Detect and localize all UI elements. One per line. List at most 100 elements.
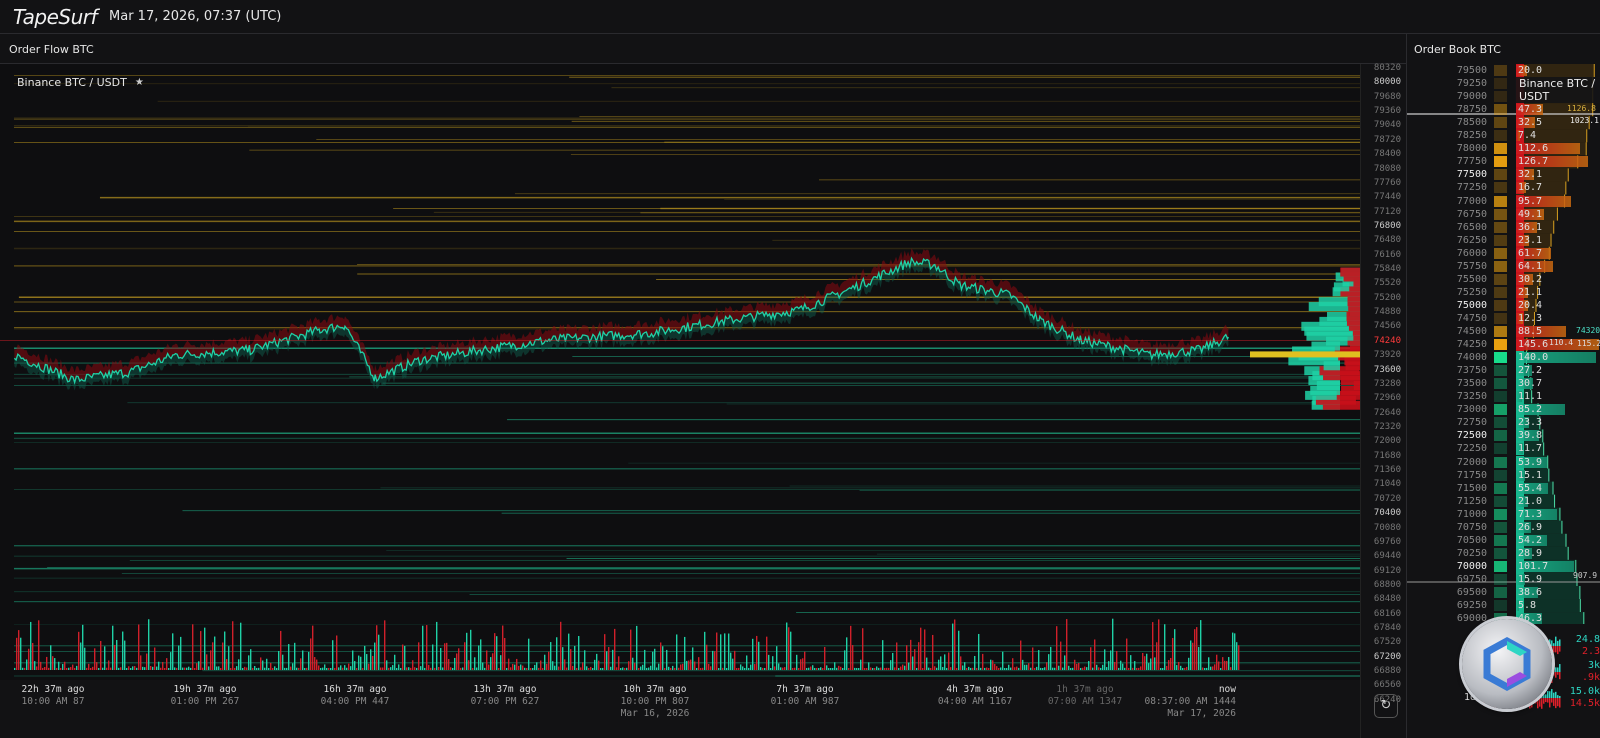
volume-bar	[630, 629, 632, 670]
chart-canvas[interactable]	[0, 64, 1394, 700]
volume-bar	[452, 667, 454, 670]
book-size: 5.8	[1518, 600, 1537, 612]
volume-bar	[410, 667, 412, 670]
bid-row[interactable]: 73750 27.2	[1407, 364, 1600, 378]
bid-row[interactable]: 70250 28.9	[1407, 546, 1600, 560]
book-heat-cell	[1494, 600, 1507, 612]
book-heat-cell	[1494, 169, 1507, 181]
volume-bar	[1132, 667, 1134, 670]
ask-row[interactable]: 78000 112.6	[1407, 142, 1600, 156]
bid-row[interactable]: 73250 11.1	[1407, 390, 1600, 404]
bid-row[interactable]: 74000 140.0	[1407, 351, 1600, 365]
bid-row[interactable]: 70750 26.9	[1407, 520, 1600, 534]
volume-bar	[14, 667, 16, 670]
bid-row[interactable]: 73500 30.7	[1407, 377, 1600, 391]
volume-bar	[382, 667, 384, 670]
sparkline-sell-bar	[1553, 646, 1555, 653]
volume-bar	[56, 667, 58, 670]
volume-bar	[798, 667, 800, 670]
book-price: 73750	[1456, 365, 1487, 377]
volume-bar	[620, 667, 622, 670]
volume-bar	[1108, 661, 1110, 670]
volume-profile-buy	[1308, 302, 1360, 312]
ask-row[interactable]: 77250 16.7	[1407, 181, 1600, 195]
volume-profile-buy	[1288, 356, 1340, 366]
volume-bar	[750, 664, 752, 670]
ask-row[interactable]: 75000 20.4	[1407, 298, 1600, 312]
bid-row[interactable]: 69250 5.8	[1407, 599, 1600, 613]
volume-bar	[174, 667, 176, 670]
time-stamp: 04:00 PM 447	[320, 696, 390, 707]
price-axis[interactable]: 80320 80000 79680 79360 79040 78720 78400 78080…	[1360, 63, 1406, 738]
volume-bar	[306, 667, 308, 670]
volume-bar	[956, 667, 958, 670]
refresh-button[interactable]: ↻	[1374, 694, 1398, 718]
volume-bar	[844, 650, 846, 670]
bid-row[interactable]: 71250 21.0	[1407, 494, 1600, 508]
volume-bar	[474, 657, 476, 670]
book-size-bar	[1516, 573, 1526, 585]
volume-bar	[684, 636, 686, 670]
bid-row[interactable]: 72000 53.9	[1407, 455, 1600, 469]
book-size: 12.3	[1518, 312, 1543, 324]
bid-row[interactable]: 71000 71.3	[1407, 507, 1600, 521]
volume-bar	[830, 667, 832, 670]
bid-row[interactable]: 72750 23.3	[1407, 416, 1600, 430]
ask-row[interactable]: 74250 145.6	[1407, 338, 1600, 352]
volume-bar	[328, 667, 330, 670]
volume-profile-buy	[1301, 321, 1360, 331]
volume-bar	[888, 667, 890, 670]
ask-row[interactable]: 74500 88.5	[1407, 325, 1600, 338]
bid-row[interactable]: 69750 15.9	[1407, 572, 1600, 586]
volume-bar	[62, 664, 64, 670]
ask-row[interactable]: 78750 47.3	[1407, 103, 1600, 117]
volume-bar	[1036, 666, 1038, 670]
volume-bar	[1154, 657, 1156, 670]
ask-row[interactable]: 76750 49.1	[1407, 207, 1600, 221]
price-axis-label: 80000	[1373, 77, 1401, 88]
ask-row[interactable]: 77500 32.1	[1407, 168, 1600, 182]
bid-row[interactable]: 72500 39.8	[1407, 429, 1600, 443]
volume-bar	[766, 636, 768, 670]
ask-row[interactable]: 77000 95.7	[1407, 194, 1600, 208]
volume-bar	[120, 667, 122, 670]
bid-row[interactable]: 69000 46.3	[1407, 612, 1600, 624]
book-size-bar	[1516, 417, 1530, 429]
volume-bar	[600, 667, 602, 670]
timeframe-label[interactable]: 1d	[1464, 692, 1477, 703]
ask-row[interactable]: 75250 21.1	[1407, 285, 1600, 299]
time-stamp: 07:00 AM 1347	[1047, 696, 1123, 707]
volume-bar	[348, 663, 350, 670]
book-price: 71000	[1456, 508, 1487, 520]
ask-row[interactable]: 79500 20.0	[1407, 64, 1600, 77]
book-heat-cell	[1494, 365, 1507, 377]
sparkline-buy-bar	[1553, 643, 1555, 646]
volume-bar	[502, 625, 504, 670]
volume-bar	[690, 659, 692, 670]
volume-bar	[808, 667, 810, 670]
ask-row[interactable]: 74750 12.3	[1407, 311, 1600, 325]
bid-row[interactable]: 69500 38.6	[1407, 586, 1600, 599]
bid-row[interactable]: 71750 15.1	[1407, 468, 1600, 482]
volume-bar	[1122, 663, 1124, 670]
volume-bar	[1048, 654, 1050, 670]
bid-row[interactable]: 71500 55.4	[1407, 481, 1600, 495]
ask-row[interactable]: 76000 61.7	[1407, 246, 1600, 260]
pin-icon[interactable]: ★	[134, 77, 144, 88]
ask-row[interactable]: 76500 36.1	[1407, 220, 1600, 234]
ask-row[interactable]: 75500 30.2	[1407, 272, 1600, 286]
volume-bar	[1204, 667, 1206, 670]
bid-row[interactable]: 73000 85.2	[1407, 403, 1600, 417]
bid-row[interactable]: 70000 101.7	[1407, 559, 1600, 573]
ask-row[interactable]: 77750 126.7	[1407, 155, 1600, 169]
order-book: 79500 20.0 79250 79000 78750 47.3 78500 32.5 782…	[1406, 64, 1600, 624]
ask-row[interactable]: 75750 64.1	[1407, 259, 1600, 273]
ask-row[interactable]: 78250 7.4	[1407, 129, 1600, 143]
bid-row[interactable]: 70500 54.2	[1407, 533, 1600, 547]
ask-row[interactable]: 78500 32.5	[1407, 116, 1600, 130]
order-flow-heatmap-chart[interactable]	[0, 64, 1394, 700]
book-size-bar	[1516, 613, 1543, 624]
bid-row[interactable]: 72250 11.7	[1407, 442, 1600, 456]
ask-row[interactable]: 76250 23.1	[1407, 233, 1600, 247]
volume-bar	[1118, 667, 1120, 670]
